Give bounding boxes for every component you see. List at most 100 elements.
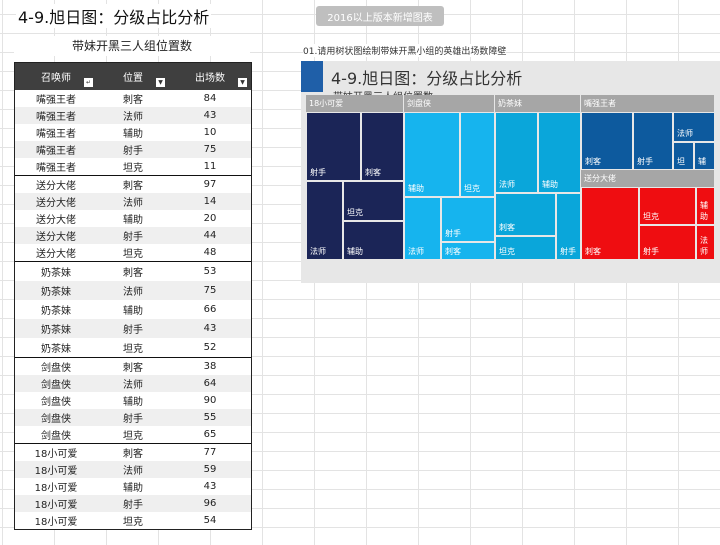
cell-position[interactable]: 射手 (123, 232, 143, 243)
cell-position[interactable]: 辅助 (123, 215, 143, 226)
header-cell-position[interactable]: 位置 ▼ (97, 63, 169, 90)
cell-summoner[interactable]: 18小可爱 (34, 466, 78, 477)
treemap-tile[interactable]: 法师 (696, 225, 715, 260)
cell-summoner[interactable]: 剑盘侠 (41, 431, 71, 442)
cell-summoner[interactable]: 奶茶妹 (41, 287, 71, 298)
treemap-tile[interactable]: 坦 (673, 142, 694, 170)
cell-position[interactable]: 辅助 (123, 483, 143, 494)
cell-count[interactable]: 10 (203, 127, 217, 138)
treemap-tile[interactable]: 刺客 (361, 112, 404, 181)
cell-position[interactable]: 法师 (123, 198, 143, 209)
treemap-tile[interactable]: 辅助 (343, 221, 404, 260)
cell-position[interactable]: 射手 (123, 146, 143, 157)
treemap-tile[interactable]: 刺客 (495, 193, 556, 236)
cell-summoner[interactable]: 剑盘侠 (41, 380, 71, 391)
header-cell-summoner[interactable]: 召唤师 ↵ (15, 63, 97, 90)
treemap-tile[interactable]: 法师 (673, 112, 715, 142)
filter-dropdown-icon[interactable]: ↵ (84, 78, 93, 87)
cell-position[interactable]: 辅助 (123, 129, 143, 140)
treemap-tile[interactable]: 辅助 (404, 112, 460, 197)
cell-position[interactable]: 辅助 (123, 397, 143, 408)
filter-dropdown-icon[interactable]: ▼ (238, 78, 247, 87)
treemap-group-header[interactable]: 奶茶妹 (495, 95, 581, 112)
cell-count[interactable]: 90 (203, 395, 217, 406)
cell-summoner[interactable]: 嘴强王者 (36, 129, 76, 140)
cell-position[interactable]: 坦克 (123, 344, 143, 355)
cell-position[interactable]: 刺客 (123, 95, 143, 106)
treemap-tile[interactable]: 法师 (495, 112, 538, 193)
cell-position[interactable]: 法师 (123, 287, 143, 298)
cell-count[interactable]: 75 (203, 144, 217, 155)
cell-count[interactable]: 59 (203, 464, 217, 475)
cell-count[interactable]: 53 (203, 266, 217, 277)
cell-count[interactable]: 52 (203, 342, 217, 353)
cell-count[interactable]: 54 (203, 515, 217, 526)
cell-position[interactable]: 坦克 (123, 163, 143, 174)
treemap-tile[interactable]: 射手 (556, 193, 581, 260)
treemap-group-header[interactable]: 剑盘侠 (404, 95, 495, 112)
cell-summoner[interactable]: 送分大佬 (36, 198, 76, 209)
treemap-tile[interactable]: 刺客 (581, 112, 633, 170)
cell-count[interactable]: 43 (203, 110, 217, 121)
cell-count[interactable]: 96 (203, 498, 217, 509)
cell-position[interactable]: 坦克 (123, 517, 143, 528)
treemap-tile[interactable]: 辅助 (538, 112, 581, 193)
filter-dropdown-icon[interactable]: ▼ (156, 78, 165, 87)
cell-count[interactable]: 43 (203, 481, 217, 492)
cell-position[interactable]: 射手 (123, 500, 143, 511)
cell-summoner[interactable]: 18小可爱 (34, 449, 78, 460)
cell-count[interactable]: 11 (203, 161, 217, 172)
treemap-group-header[interactable]: 18小可爱 (306, 95, 404, 112)
cell-summoner[interactable]: 送分大佬 (36, 232, 76, 243)
cell-position[interactable]: 射手 (123, 414, 143, 425)
cell-summoner[interactable]: 18小可爱 (34, 500, 78, 511)
cell-count[interactable]: 65 (203, 429, 217, 440)
treemap-group-header[interactable]: 嘴强王者 (581, 95, 715, 112)
cell-position[interactable]: 坦克 (123, 249, 143, 260)
cell-summoner[interactable]: 剑盘侠 (41, 414, 71, 425)
treemap-tile[interactable]: 刺客 (441, 242, 495, 260)
header-cell-count[interactable]: 出场数 ▼ (169, 63, 251, 90)
cell-count[interactable]: 55 (203, 412, 217, 423)
cell-summoner[interactable]: 送分大佬 (36, 215, 76, 226)
cell-position[interactable]: 法师 (123, 380, 143, 391)
cell-count[interactable]: 84 (203, 93, 217, 104)
cell-count[interactable]: 14 (203, 196, 217, 207)
cell-summoner[interactable]: 奶茶妹 (41, 268, 71, 279)
treemap-tile[interactable]: 刺客 (581, 187, 639, 260)
cell-count[interactable]: 64 (203, 378, 217, 389)
cell-position[interactable]: 法师 (123, 466, 143, 477)
treemap-tile[interactable]: 法师 (306, 181, 343, 260)
cell-count[interactable]: 66 (203, 304, 217, 315)
cell-position[interactable]: 刺客 (123, 268, 143, 279)
cell-summoner[interactable]: 剑盘侠 (41, 363, 71, 374)
treemap-tile[interactable]: 坦克 (460, 112, 495, 197)
cell-count[interactable]: 43 (203, 323, 217, 334)
cell-count[interactable]: 75 (203, 285, 217, 296)
cell-count[interactable]: 77 (203, 447, 217, 458)
treemap-tile[interactable]: 辅助 (696, 187, 715, 225)
treemap-tile[interactable]: 辅 (694, 142, 715, 170)
cell-count[interactable]: 20 (203, 213, 217, 224)
cell-summoner[interactable]: 嘴强王者 (36, 163, 76, 174)
treemap-tile[interactable]: 射手 (441, 197, 495, 242)
cell-count[interactable]: 97 (203, 179, 217, 190)
cell-summoner[interactable]: 送分大佬 (36, 181, 76, 192)
cell-summoner[interactable]: 奶茶妹 (41, 344, 71, 355)
cell-position[interactable]: 法师 (123, 112, 143, 123)
cell-position[interactable]: 刺客 (123, 449, 143, 460)
treemap-tile[interactable]: 坦克 (639, 187, 696, 225)
cell-summoner[interactable]: 18小可爱 (34, 483, 78, 494)
treemap-tile[interactable]: 射手 (306, 112, 361, 181)
treemap-tile[interactable]: 法师 (404, 197, 441, 260)
cell-summoner[interactable]: 嘴强王者 (36, 112, 76, 123)
treemap-tile[interactable]: 射手 (639, 225, 696, 260)
cell-position[interactable]: 射手 (123, 325, 143, 336)
version-note-button[interactable]: 2016以上版本新增图表 (316, 6, 444, 26)
cell-summoner[interactable]: 嘴强王者 (36, 146, 76, 157)
cell-summoner[interactable]: 剑盘侠 (41, 397, 71, 408)
cell-count[interactable]: 48 (203, 247, 217, 258)
cell-summoner[interactable]: 奶茶妹 (41, 306, 71, 317)
treemap-tile[interactable]: 射手 (633, 112, 673, 170)
treemap-tile[interactable]: 坦克 (495, 236, 556, 260)
